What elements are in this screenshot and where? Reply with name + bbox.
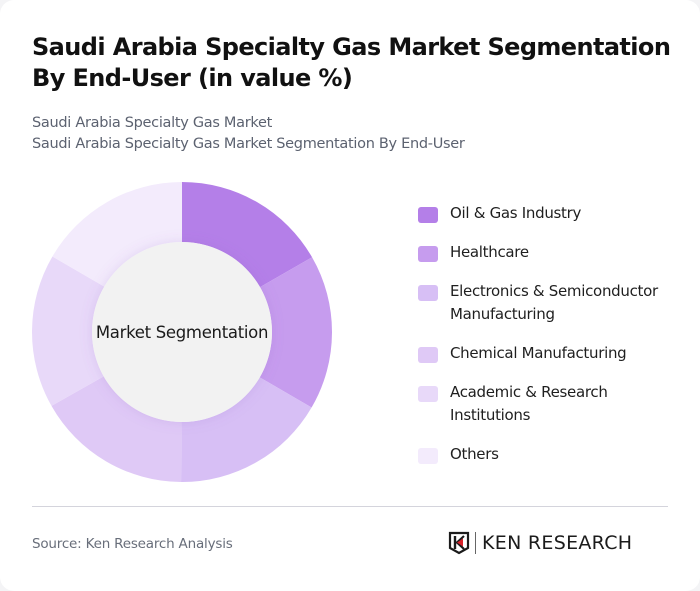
legend-label: Others [450, 445, 499, 463]
subtitle-segmentation: Saudi Arabia Specialty Gas Market Segmen… [32, 136, 465, 152]
legend-item-academic[interactable]: Academic & Research Institutions [418, 381, 678, 427]
legend: Oil & Gas Industry Healthcare Electronic… [418, 202, 678, 482]
ken-shield-icon [448, 531, 470, 555]
legend-label: Electronics & Semiconductor Manufacturin… [450, 282, 658, 323]
legend-swatch [418, 246, 438, 262]
legend-label: Healthcare [450, 243, 529, 261]
page-title: Saudi Arabia Specialty Gas Market Segmen… [32, 33, 671, 92]
legend-item-others[interactable]: Others [418, 443, 678, 466]
footer-divider [32, 506, 668, 507]
donut-slice[interactable] [182, 182, 313, 288]
logo-separator [475, 532, 476, 554]
donut-hole [92, 242, 272, 422]
legend-label: Oil & Gas Industry [450, 204, 582, 222]
legend-label: Academic & Research Institutions [450, 383, 608, 424]
donut-slice[interactable] [259, 257, 332, 408]
donut-slice[interactable] [31, 256, 105, 406]
donut-slice[interactable] [181, 377, 312, 482]
legend-item-healthcare[interactable]: Healthcare [418, 241, 678, 264]
donut-slice[interactable] [51, 376, 182, 482]
donut-slice[interactable] [52, 182, 183, 287]
donut-svg [31, 182, 332, 482]
legend-swatch [418, 448, 438, 464]
subtitle-market: Saudi Arabia Specialty Gas Market [32, 115, 272, 131]
ken-research-logo: KEN RESEARCH [448, 530, 632, 556]
legend-swatch [418, 386, 438, 402]
donut-chart: Market Segmentation [30, 180, 334, 484]
legend-item-oil-gas[interactable]: Oil & Gas Industry [418, 202, 678, 225]
legend-item-electronics[interactable]: Electronics & Semiconductor Manufacturin… [418, 280, 678, 326]
legend-swatch [418, 207, 438, 223]
legend-item-chemical[interactable]: Chemical Manufacturing [418, 342, 678, 365]
logo-text: KEN RESEARCH [482, 532, 633, 554]
legend-swatch [418, 347, 438, 363]
source-note: Source: Ken Research Analysis [32, 536, 233, 552]
subtitle: Saudi Arabia Specialty Gas Market Saudi … [32, 113, 465, 155]
legend-swatch [418, 285, 438, 301]
legend-label: Chemical Manufacturing [450, 344, 627, 362]
